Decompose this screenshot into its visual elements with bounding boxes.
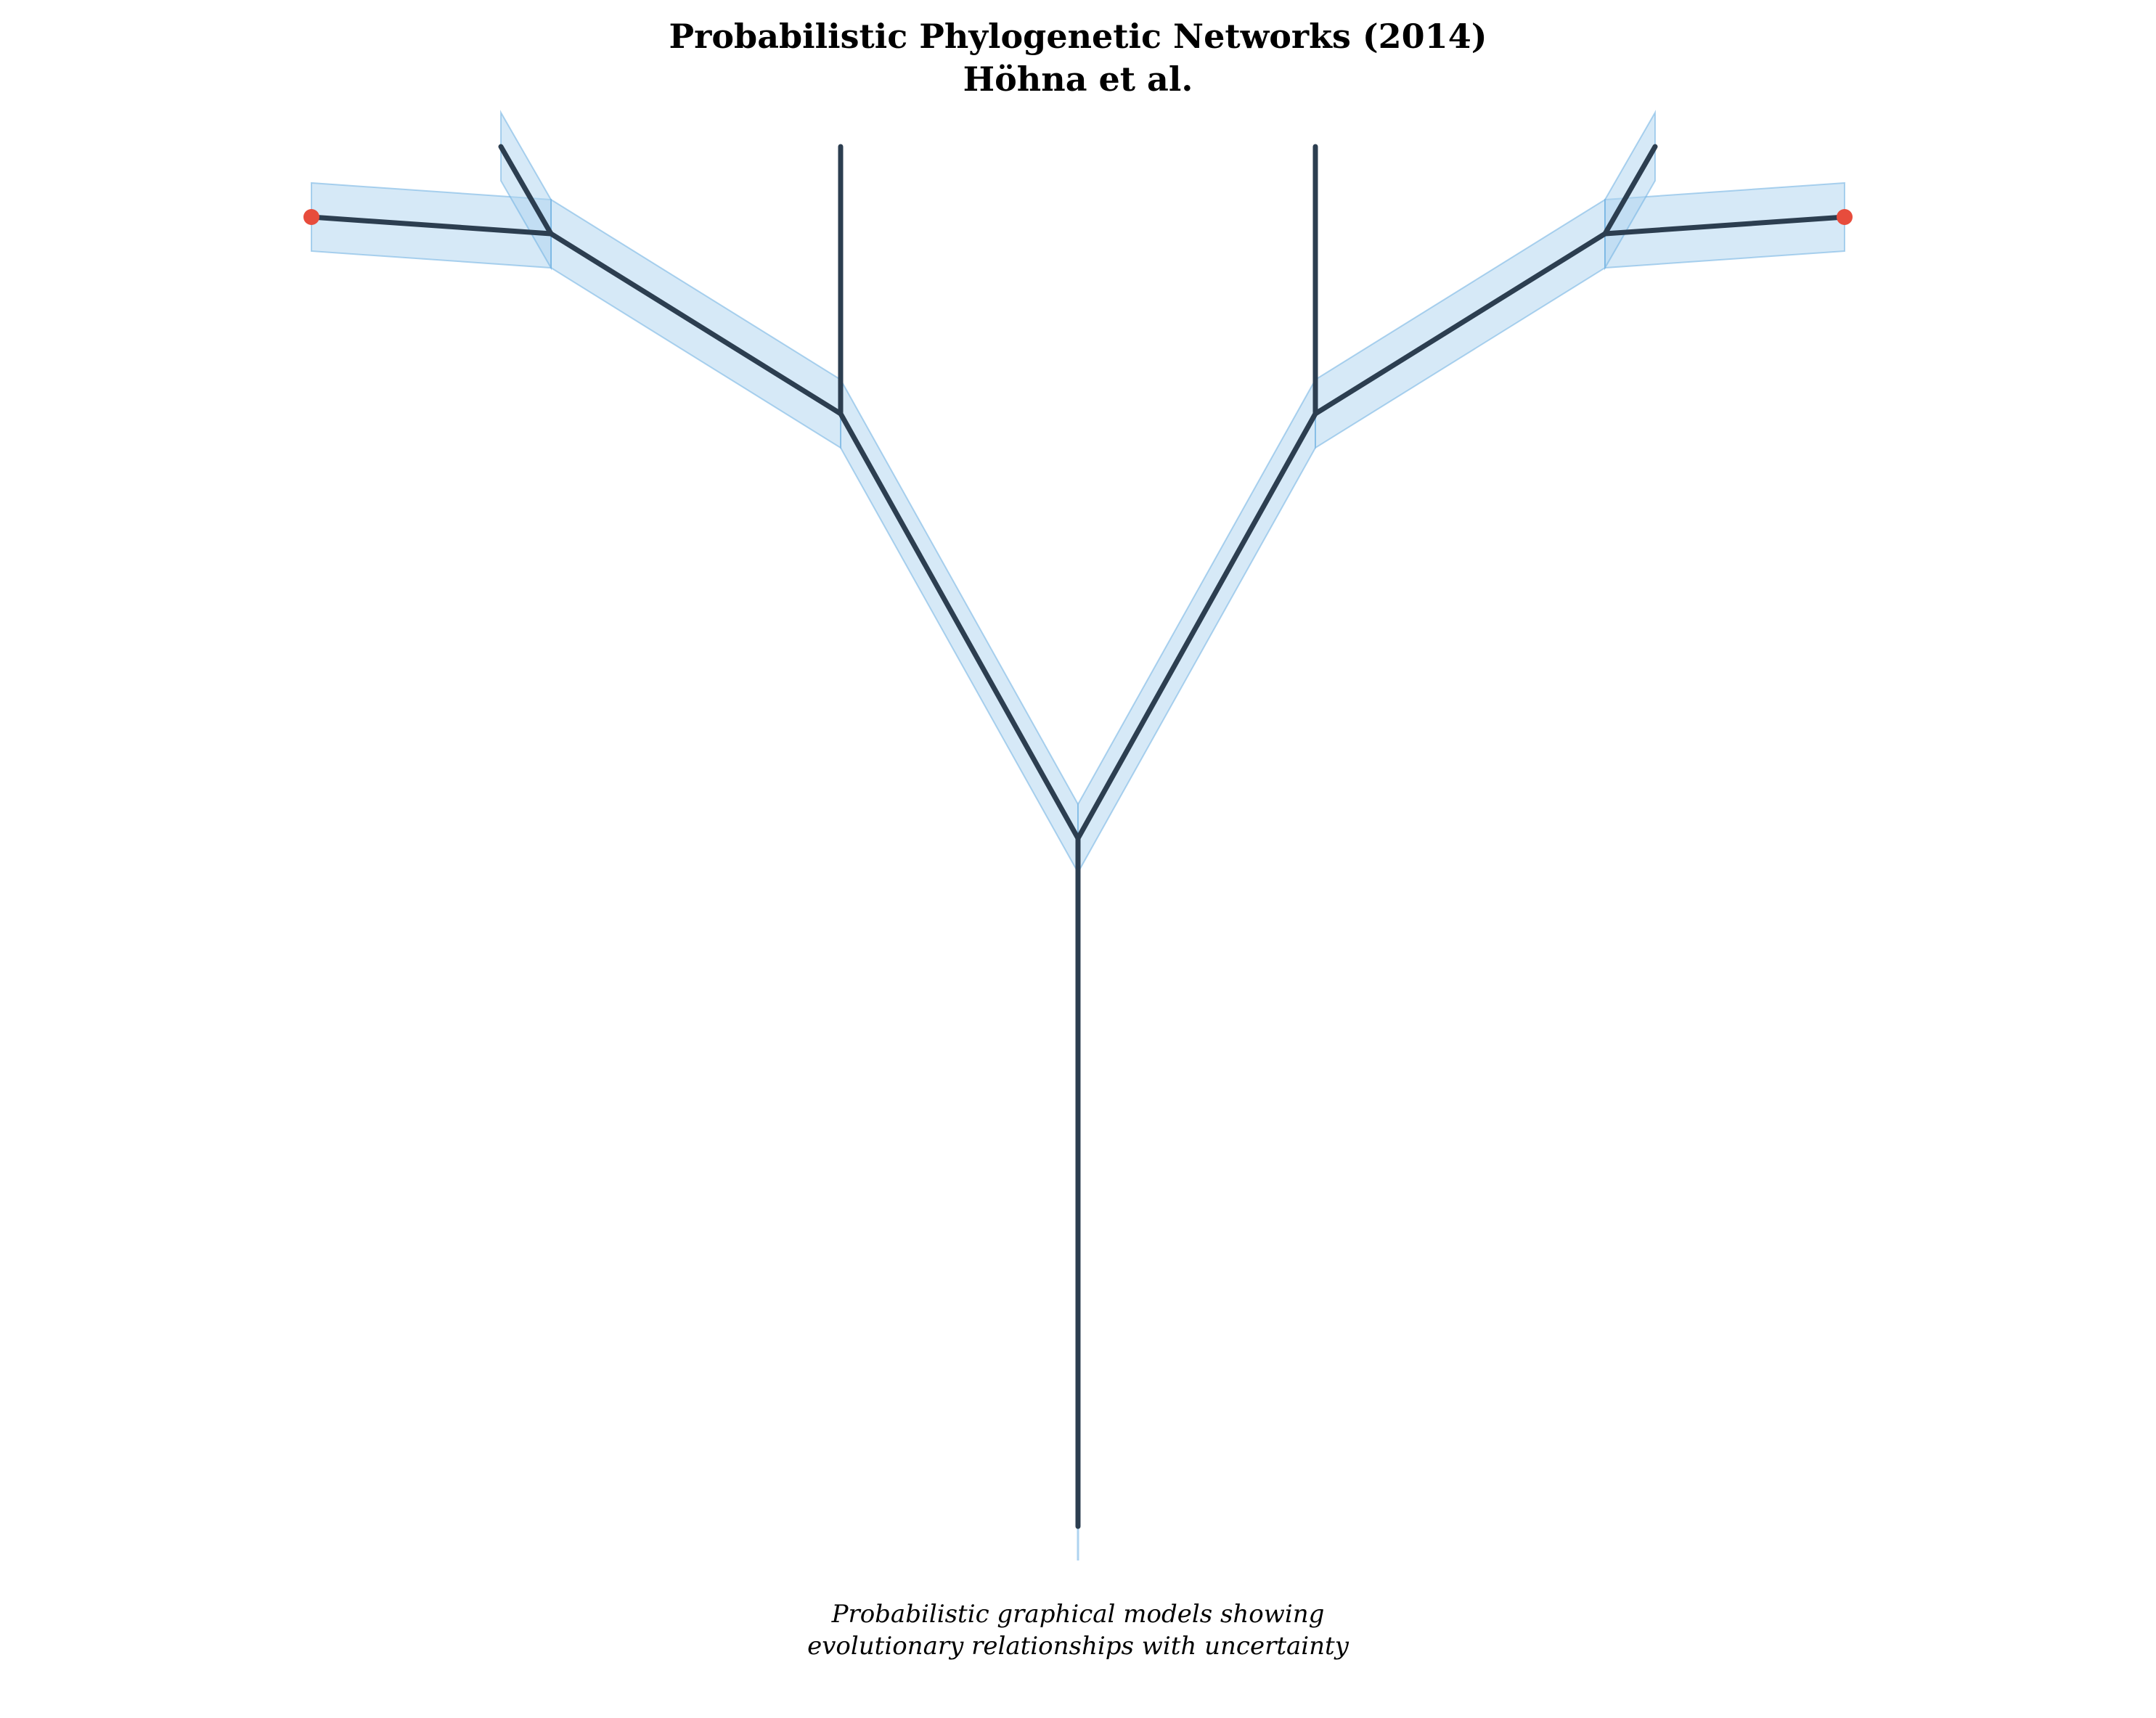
tip-node-right-tip xyxy=(1837,209,1853,225)
branch-left-mid-to-left-upper xyxy=(548,231,844,417)
figure-caption-line-1: Probabilistic graphical models showing xyxy=(831,1600,1325,1629)
figure-title-line-2: Höhna et al. xyxy=(963,60,1193,99)
tip-node-left-tip xyxy=(303,209,319,225)
tip-nodes xyxy=(303,209,1853,225)
branch-right-mid-to-right-upper xyxy=(1312,231,1608,417)
branch-left-upper-to-left-tip xyxy=(309,214,554,237)
branch-right-upper-to-right-out-a xyxy=(1602,144,1658,237)
branch-right-upper-to-right-tip xyxy=(1602,214,1847,237)
branch-center-to-right-mid xyxy=(1075,411,1318,841)
figure-caption-line-2: evolutionary relationships with uncertai… xyxy=(807,1632,1349,1661)
branch-left-upper-to-left-out-a xyxy=(498,144,554,237)
branch-center-to-left-mid xyxy=(838,411,1081,841)
figure-title-line-1: Probabilistic Phylogenetic Networks (201… xyxy=(669,17,1487,56)
network-branches xyxy=(309,144,1847,1529)
